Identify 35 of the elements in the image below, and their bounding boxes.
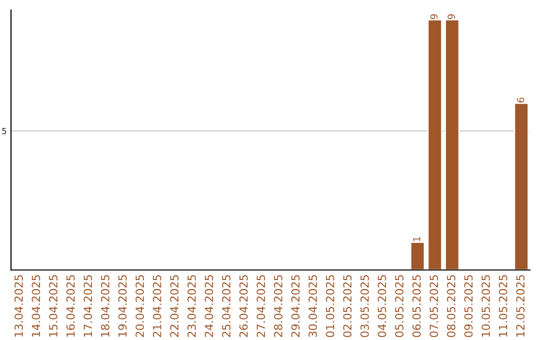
- data-label: 1: [413, 236, 420, 242]
- x-tick-label: 10.05.2025: [482, 275, 490, 337]
- x-tick-label: 12.05.2025: [516, 275, 525, 337]
- x-tick-label: 27.04.2025: [256, 275, 266, 337]
- x-tick-label: 30.04.2025: [308, 275, 317, 337]
- x-tick-label: 17.04.2025: [84, 275, 92, 337]
- x-tick-label: 24.04.2025: [204, 275, 214, 337]
- data-label: 6: [516, 98, 524, 102]
- x-tick-label: 16.04.2025: [66, 275, 75, 337]
- x-tick-label: 13.04.2025: [14, 275, 23, 337]
- x-tick-label: 08.05.2025: [446, 275, 456, 338]
- x-tick-label: 25.04.2025: [222, 275, 230, 337]
- x-tick-label: 20.04.2025: [136, 275, 144, 337]
- x-tick-label: 01.05.2025: [326, 275, 334, 338]
- x-tick-label: 29.04.2025: [291, 275, 300, 337]
- x-tick-label: 22.04.2025: [170, 275, 179, 337]
- data-label: 9: [430, 14, 438, 20]
- data-label: 9: [448, 14, 455, 20]
- x-tick-label: 18.04.2025: [100, 275, 110, 337]
- x-tick-label: 07.05.2025: [430, 275, 438, 338]
- x-tick-label: 14.04.2025: [32, 275, 40, 337]
- x-tick-label: 05.05.2025: [395, 275, 404, 338]
- x-tick-label: 26.04.2025: [239, 275, 248, 337]
- x-tick-label: 06.05.2025: [412, 275, 421, 338]
- x-tick-label: 02.05.2025: [343, 275, 352, 338]
- x-tick-label: 03.05.2025: [360, 275, 369, 338]
- y-tick-label: 5: [2, 128, 6, 134]
- x-tick-label: 04.05.2025: [378, 275, 386, 338]
- x-tick-label: 15.04.2025: [49, 275, 58, 337]
- x-tick-label: 28.04.2025: [274, 275, 282, 337]
- x-tick-label: 23.04.2025: [187, 275, 196, 337]
- x-tick-label: 11.05.2025: [498, 275, 508, 337]
- x-tick-label: 21.04.2025: [152, 275, 162, 337]
- x-tick-label: 19.04.2025: [118, 275, 127, 337]
- x-tick-label: 09.05.2025: [464, 275, 473, 338]
